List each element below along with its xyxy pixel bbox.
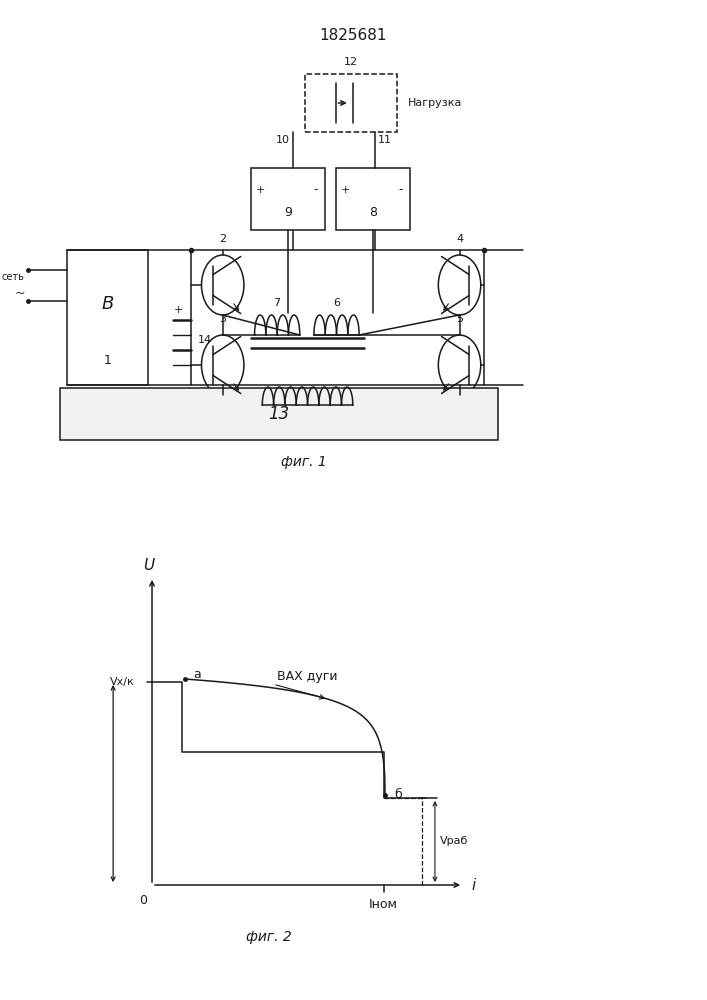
Text: 9: 9: [284, 206, 292, 219]
Text: 3: 3: [219, 314, 226, 324]
Text: B: B: [102, 295, 114, 313]
Text: 6: 6: [333, 298, 340, 308]
Bar: [305, 74, 397, 132]
Text: 7: 7: [274, 298, 281, 308]
Text: 14: 14: [198, 335, 212, 345]
Text: ВАХ дуги: ВАХ дуги: [276, 670, 337, 683]
Text: Vраб: Vраб: [440, 836, 468, 846]
Text: 8: 8: [369, 206, 377, 219]
Text: Нагрузка: Нагрузка: [408, 98, 462, 108]
Bar: [60, 388, 498, 440]
Text: б: б: [394, 788, 402, 802]
Text: U: U: [143, 558, 154, 572]
Text: Iном: Iном: [369, 898, 398, 912]
Text: ~: ~: [14, 286, 25, 300]
Bar: [67, 250, 148, 385]
Text: 1: 1: [104, 354, 112, 367]
Text: 4: 4: [456, 233, 463, 243]
Text: 10: 10: [276, 135, 290, 145]
Text: фиг. 2: фиг. 2: [246, 930, 291, 944]
Text: 5: 5: [456, 314, 463, 324]
Text: 0: 0: [139, 894, 147, 906]
Text: 11: 11: [378, 135, 392, 145]
Text: фиг. 1: фиг. 1: [281, 455, 327, 469]
Text: 2: 2: [219, 233, 226, 243]
Text: +: +: [340, 185, 350, 195]
Text: +: +: [174, 305, 184, 315]
Text: -: -: [399, 183, 403, 196]
Text: сеть: сеть: [2, 272, 25, 282]
Bar: [251, 168, 325, 230]
Text: i: i: [472, 878, 476, 892]
Text: 13: 13: [269, 405, 290, 423]
Text: Vх/к: Vх/к: [110, 677, 134, 687]
Text: -: -: [314, 183, 318, 196]
Text: а: а: [194, 668, 201, 680]
Text: +: +: [255, 185, 265, 195]
Text: 12: 12: [344, 57, 358, 67]
Text: 1825681: 1825681: [320, 27, 387, 42]
Bar: [336, 168, 410, 230]
